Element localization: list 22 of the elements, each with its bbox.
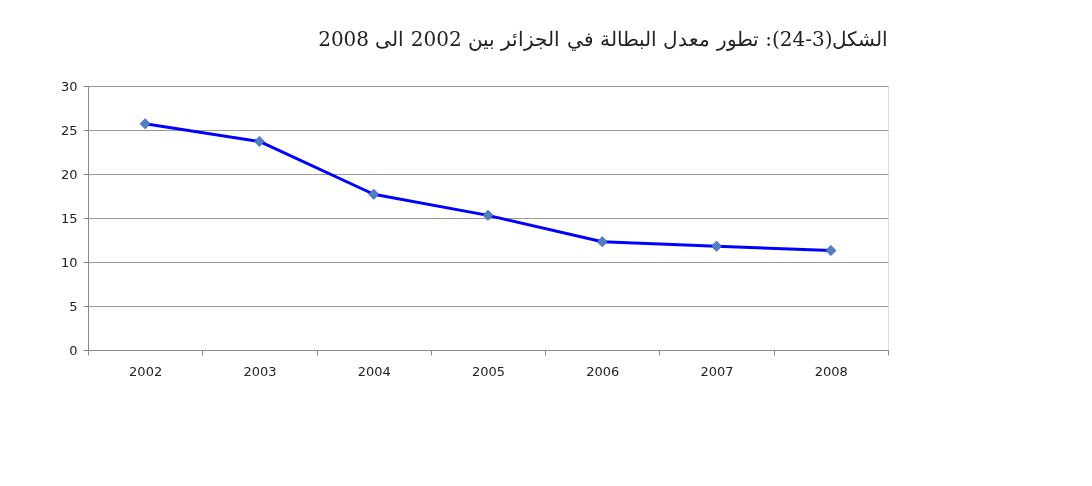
point xyxy=(596,236,608,248)
y-tick-label: 25 xyxy=(60,122,78,138)
y-tick-label: 0 xyxy=(69,342,78,358)
x-tick-label: 2003 xyxy=(243,363,277,379)
x-tick-label: 2002 xyxy=(129,363,163,379)
x-tick-label: 2004 xyxy=(357,363,391,379)
x-tick-label: 2005 xyxy=(471,363,506,379)
y-tick-label: 10 xyxy=(60,254,78,270)
x-tick-label: 2007 xyxy=(700,363,734,379)
x-tick-label: 2006 xyxy=(586,363,620,379)
y-tick-label: 30 xyxy=(60,78,78,94)
y-tick-label: 15 xyxy=(60,210,78,226)
point xyxy=(368,188,380,200)
chart-title: الشكل(3-24): تطور معدل البطالة في الجزائر بين 2002 الى 2008 xyxy=(318,27,889,51)
point xyxy=(139,118,151,130)
point xyxy=(711,240,722,252)
y-tick-label: 5 xyxy=(69,298,78,314)
point xyxy=(482,209,494,221)
y-tick-label: 20 xyxy=(60,166,78,182)
point xyxy=(825,245,837,256)
x-tick-label: 2008 xyxy=(814,363,848,379)
point xyxy=(254,136,265,147)
